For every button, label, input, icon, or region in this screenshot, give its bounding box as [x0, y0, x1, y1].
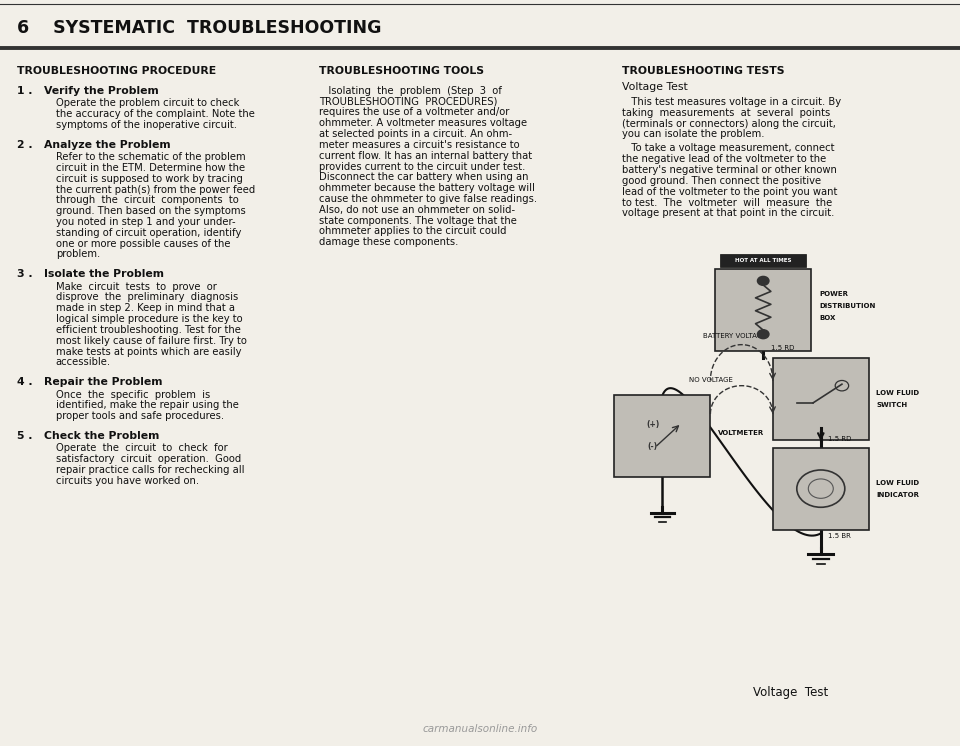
Text: symptoms of the inoperative circuit.: symptoms of the inoperative circuit.: [56, 120, 237, 130]
Text: SWITCH: SWITCH: [876, 402, 907, 408]
Text: voltage present at that point in the circuit.: voltage present at that point in the cir…: [622, 208, 834, 219]
Text: you can isolate the problem.: you can isolate the problem.: [622, 130, 764, 140]
Text: 2 .: 2 .: [17, 140, 33, 150]
Text: To take a voltage measurement, connect: To take a voltage measurement, connect: [622, 143, 834, 154]
Text: POWER: POWER: [819, 291, 848, 297]
Bar: [614, 395, 710, 477]
Text: Refer to the schematic of the problem: Refer to the schematic of the problem: [56, 152, 246, 162]
Text: the accuracy of the complaint. Note the: the accuracy of the complaint. Note the: [56, 109, 254, 119]
Text: Once  the  specific  problem  is: Once the specific problem is: [56, 389, 210, 400]
Text: circuit in the ETM. Determine how the: circuit in the ETM. Determine how the: [56, 163, 245, 173]
Text: proper tools and safe procedures.: proper tools and safe procedures.: [56, 411, 224, 421]
Text: TROUBLESHOOTING TOOLS: TROUBLESHOOTING TOOLS: [319, 66, 484, 75]
Text: taking  measurements  at  several  points: taking measurements at several points: [622, 108, 830, 118]
Text: the current path(s) from the power feed: the current path(s) from the power feed: [56, 184, 255, 195]
Text: LOW FLUID: LOW FLUID: [876, 390, 920, 396]
Text: (-): (-): [648, 442, 658, 451]
Text: satisfactory  circuit  operation.  Good: satisfactory circuit operation. Good: [56, 454, 241, 464]
Text: carmanualsonline.info: carmanualsonline.info: [422, 724, 538, 733]
Text: Isolating  the  problem  (Step  3  of: Isolating the problem (Step 3 of: [319, 86, 501, 95]
Text: 6    SYSTEMATIC  TROUBLESHOOTING: 6 SYSTEMATIC TROUBLESHOOTING: [17, 19, 382, 37]
Text: TROUBLESHOOTING TESTS: TROUBLESHOOTING TESTS: [622, 66, 784, 75]
Text: provides current to the circuit under test.: provides current to the circuit under te…: [319, 162, 525, 172]
Text: the negative lead of the voltmeter to the: the negative lead of the voltmeter to th…: [622, 154, 827, 164]
Text: Analyze the Problem: Analyze the Problem: [44, 140, 171, 150]
Text: accessible.: accessible.: [56, 357, 110, 367]
Text: meter measures a circuit's resistance to: meter measures a circuit's resistance to: [319, 140, 519, 150]
Text: BATTERY VOLTAGE: BATTERY VOLTAGE: [703, 333, 767, 339]
Text: (+): (+): [646, 420, 660, 429]
Text: circuits you have worked on.: circuits you have worked on.: [56, 476, 199, 486]
Text: disprove  the  preliminary  diagnosis: disprove the preliminary diagnosis: [56, 292, 238, 302]
Text: battery's negative terminal or other known: battery's negative terminal or other kno…: [622, 165, 837, 175]
Text: standing of circuit operation, identify: standing of circuit operation, identify: [56, 228, 241, 238]
Text: make tests at points which are easily: make tests at points which are easily: [56, 347, 241, 357]
Text: Verify the Problem: Verify the Problem: [44, 86, 159, 95]
Text: Check the Problem: Check the Problem: [44, 431, 159, 441]
Circle shape: [757, 330, 769, 339]
Text: logical simple procedure is the key to: logical simple procedure is the key to: [56, 314, 242, 324]
Text: 1 .: 1 .: [17, 86, 33, 95]
Text: efficient troubleshooting. Test for the: efficient troubleshooting. Test for the: [56, 325, 241, 335]
Text: repair practice calls for rechecking all: repair practice calls for rechecking all: [56, 465, 244, 475]
Text: state components. The voltage that the: state components. The voltage that the: [319, 216, 516, 225]
Text: through  the  circuit  components  to: through the circuit components to: [56, 195, 238, 205]
Bar: [773, 358, 869, 440]
Text: HOT AT ALL TIMES: HOT AT ALL TIMES: [735, 258, 791, 263]
Text: INDICATOR: INDICATOR: [876, 492, 920, 498]
Text: ground. Then based on the symptoms: ground. Then based on the symptoms: [56, 206, 246, 216]
Text: at selected points in a circuit. An ohm-: at selected points in a circuit. An ohm-: [319, 129, 512, 139]
Text: Repair the Problem: Repair the Problem: [44, 377, 162, 387]
Text: NO VOLTAGE: NO VOLTAGE: [688, 377, 732, 383]
Text: cause the ohmmeter to give false readings.: cause the ohmmeter to give false reading…: [319, 194, 537, 204]
Text: Isolate the Problem: Isolate the Problem: [44, 269, 164, 279]
Text: ohmmeter because the battery voltage will: ohmmeter because the battery voltage wil…: [319, 184, 535, 193]
Text: one or more possible causes of the: one or more possible causes of the: [56, 239, 230, 248]
Text: VOLTMETER: VOLTMETER: [718, 430, 764, 436]
Bar: [720, 254, 806, 267]
Text: TROUBLESHOOTING  PROCEDURES): TROUBLESHOOTING PROCEDURES): [319, 96, 497, 107]
Text: Voltage  Test: Voltage Test: [754, 686, 828, 699]
Text: current flow. It has an internal battery that: current flow. It has an internal battery…: [319, 151, 532, 160]
Text: DISTRIBUTION: DISTRIBUTION: [819, 303, 876, 309]
Text: made in step 2. Keep in mind that a: made in step 2. Keep in mind that a: [56, 304, 234, 313]
Text: requires the use of a voltmeter and/or: requires the use of a voltmeter and/or: [319, 107, 509, 117]
Text: BOX: BOX: [819, 315, 835, 321]
Circle shape: [757, 277, 769, 286]
Text: identified, make the repair using the: identified, make the repair using the: [56, 401, 238, 410]
Text: Operate the problem circuit to check: Operate the problem circuit to check: [56, 98, 239, 108]
Bar: [715, 269, 811, 351]
Text: to test.  The  voltmeter  will  measure  the: to test. The voltmeter will measure the: [622, 198, 832, 207]
Text: Make  circuit  tests  to  prove  or: Make circuit tests to prove or: [56, 282, 217, 292]
Text: most likely cause of failure first. Try to: most likely cause of failure first. Try …: [56, 336, 247, 345]
Text: you noted in step 1 and your under-: you noted in step 1 and your under-: [56, 217, 235, 227]
Text: damage these components.: damage these components.: [319, 237, 458, 247]
Text: LOW FLUID: LOW FLUID: [876, 480, 920, 486]
Text: 4 .: 4 .: [17, 377, 33, 387]
Text: lead of the voltmeter to the point you want: lead of the voltmeter to the point you w…: [622, 186, 837, 197]
Text: 1.5 RD: 1.5 RD: [828, 436, 852, 442]
Text: Disconnect the car battery when using an: Disconnect the car battery when using an: [319, 172, 528, 182]
Text: good ground. Then connect the positive: good ground. Then connect the positive: [622, 176, 821, 186]
Text: Also, do not use an ohmmeter on solid-: Also, do not use an ohmmeter on solid-: [319, 205, 515, 215]
Text: TROUBLESHOOTING PROCEDURE: TROUBLESHOOTING PROCEDURE: [17, 66, 216, 75]
Text: (terminals or connectors) along the circuit,: (terminals or connectors) along the circ…: [622, 119, 836, 128]
Text: problem.: problem.: [56, 249, 100, 260]
Text: 1.5 BR: 1.5 BR: [828, 533, 852, 539]
Text: 5 .: 5 .: [17, 431, 33, 441]
Text: 3 .: 3 .: [17, 269, 33, 279]
Text: circuit is supposed to work by tracing: circuit is supposed to work by tracing: [56, 174, 243, 184]
Text: Voltage Test: Voltage Test: [622, 82, 687, 92]
Text: ohmmeter applies to the circuit could: ohmmeter applies to the circuit could: [319, 227, 506, 236]
Bar: [773, 448, 869, 530]
Text: 1.5 RD: 1.5 RD: [771, 345, 794, 351]
Text: This test measures voltage in a circuit. By: This test measures voltage in a circuit.…: [622, 97, 841, 107]
Text: ohmmeter. A voltmeter measures voltage: ohmmeter. A voltmeter measures voltage: [319, 118, 527, 128]
Text: Operate  the  circuit  to  check  for: Operate the circuit to check for: [56, 443, 228, 454]
